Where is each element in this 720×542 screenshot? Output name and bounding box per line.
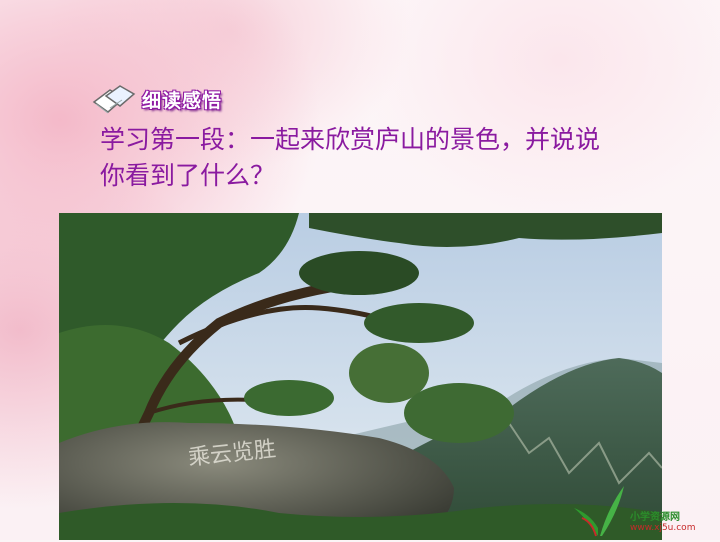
mountain-photo: 乘云览胜 bbox=[59, 213, 662, 540]
section-tag-label: 细读感悟 bbox=[142, 89, 223, 112]
sprout-logo-icon bbox=[574, 486, 624, 537]
book-icon bbox=[92, 85, 136, 114]
watermark: 小学资源网 www.xj5u.com bbox=[568, 478, 713, 538]
watermark-url: www.xj5u.com bbox=[630, 523, 696, 533]
page-heading: 学习第一段：一起来欣赏庐山的景色，并说说 你看到了什么？ bbox=[100, 122, 700, 194]
heading-line-1: 学习第一段：一起来欣赏庐山的景色，并说说 bbox=[100, 125, 601, 154]
section-tag: 细读感悟 bbox=[90, 82, 222, 116]
heading-line-2: 你看到了什么？ bbox=[100, 161, 276, 190]
watermark-name: 小学资源网 bbox=[630, 512, 680, 523]
